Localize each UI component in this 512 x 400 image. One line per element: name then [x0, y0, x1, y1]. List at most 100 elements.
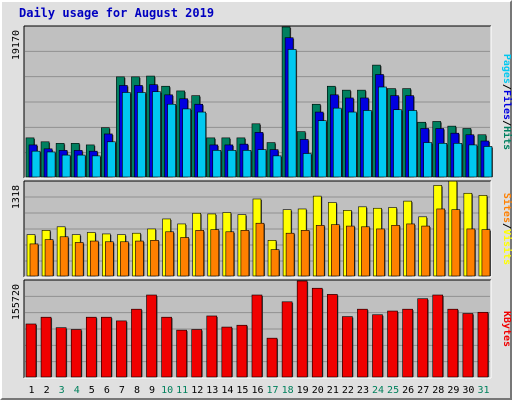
visits-ymax-label: 1318: [11, 185, 22, 209]
kbytes-bar: [357, 308, 368, 378]
sites-bar: [210, 229, 220, 277]
hits-ymax-label: 19170: [11, 30, 22, 60]
sites-bar: [165, 231, 174, 277]
pages-bar: [483, 146, 493, 178]
kbytes-bar: [236, 324, 248, 378]
hits-legend: Pages/Files/Hits: [501, 54, 512, 150]
day-tick-label: 18: [282, 385, 294, 396]
day-tick-label: 5: [89, 385, 95, 396]
kbytes-ymax-label: 155720: [11, 284, 22, 320]
day-tick-label: 31: [477, 385, 489, 396]
pages-bar: [363, 110, 372, 178]
sites-bar: [255, 222, 265, 277]
chart-title: Daily usage for August 2019: [19, 6, 215, 20]
pages-bar: [272, 155, 282, 178]
day-tick-label: 24: [372, 385, 384, 396]
kbytes-legend-item: KBytes: [501, 311, 512, 347]
sites-bar: [315, 225, 325, 277]
sites-bar: [285, 232, 295, 277]
kbytes-bar: [55, 327, 67, 378]
pages-bar: [107, 141, 116, 178]
day-tick-label: 25: [387, 385, 399, 396]
pages-bar: [302, 153, 312, 178]
day-tick-label: 4: [74, 385, 80, 396]
kbytes-bar: [206, 315, 218, 378]
pages-bar: [453, 143, 463, 178]
day-tick-label: 19: [297, 385, 309, 396]
kbytes-bar: [281, 301, 293, 378]
day-tick-label: 2: [44, 385, 50, 396]
pages-bar: [31, 150, 41, 178]
day-tick-label: 16: [251, 385, 263, 396]
sites-bar: [150, 240, 159, 277]
sites-bar: [421, 225, 430, 277]
kbytes-bar: [101, 316, 112, 378]
kbytes-bar: [191, 329, 203, 378]
sites-bar: [270, 249, 280, 277]
day-tick-label: 3: [59, 385, 65, 396]
day-tick-label: 7: [119, 385, 125, 396]
kbytes-bar: [432, 294, 444, 378]
day-tick-label: 6: [104, 385, 110, 396]
kbytes-bar: [477, 311, 489, 378]
kbytes-bar: [311, 287, 323, 378]
kbytes-bar: [161, 316, 172, 378]
kbytes-bar: [25, 323, 37, 378]
sites-bar: [346, 225, 355, 277]
day-tick-label: 8: [134, 385, 140, 396]
visits-legend-item: Sites: [501, 193, 512, 223]
day-tick-label: 12: [191, 385, 203, 396]
day-tick-label: 13: [206, 385, 218, 396]
sites-bar: [391, 225, 400, 277]
pages-bar: [76, 154, 86, 178]
sites-bar: [105, 241, 114, 277]
pages-bar: [61, 154, 71, 178]
pages-bar: [91, 155, 101, 178]
hits-legend-item: /: [501, 84, 512, 90]
kbytes-bar: [326, 294, 338, 378]
pages-bar: [257, 149, 267, 178]
sites-bar: [29, 243, 39, 277]
kbytes-bar: [342, 316, 353, 378]
day-tick-label: 14: [221, 385, 233, 396]
sites-bar: [89, 240, 99, 277]
day-tick-label: 11: [176, 385, 188, 396]
kbytes-bar: [221, 326, 233, 378]
pages-bar: [182, 108, 191, 178]
day-tick-label: 28: [432, 385, 444, 396]
sites-bar: [44, 239, 54, 277]
sites-bar: [451, 209, 461, 277]
pages-bar: [378, 86, 387, 178]
kbytes-bar: [176, 329, 187, 378]
day-tick-label: 29: [447, 385, 459, 396]
day-tick-label: 20: [312, 385, 324, 396]
day-tick-label: 17: [267, 385, 279, 396]
pages-bar: [46, 151, 56, 178]
pages-bar: [122, 92, 131, 178]
visits-legend-item: Visits: [501, 229, 512, 265]
sites-bar: [436, 208, 446, 277]
sites-bar: [225, 231, 235, 277]
kbytes-bar: [266, 337, 278, 378]
pages-bar: [317, 120, 327, 178]
pages-bar: [152, 91, 161, 178]
pages-bar: [348, 111, 357, 178]
hits-legend-item: Hits: [501, 126, 512, 150]
pages-bar: [393, 109, 402, 178]
sites-bar: [406, 223, 415, 277]
sites-bar: [59, 236, 69, 277]
pages-bar: [287, 49, 297, 178]
day-tick-label: 1: [29, 385, 35, 396]
kbytes-legend: KBytes: [501, 311, 512, 347]
sites-bar: [120, 241, 129, 277]
kbytes-bar: [447, 308, 459, 378]
sites-bar: [466, 228, 476, 277]
sites-bar: [481, 229, 491, 277]
day-tick-label: 10: [161, 385, 173, 396]
pages-bar: [212, 150, 222, 178]
sites-bar: [74, 242, 84, 277]
day-tick-label: 30: [462, 385, 474, 396]
kbytes-bar: [462, 313, 474, 378]
kbytes-bar: [417, 298, 428, 378]
